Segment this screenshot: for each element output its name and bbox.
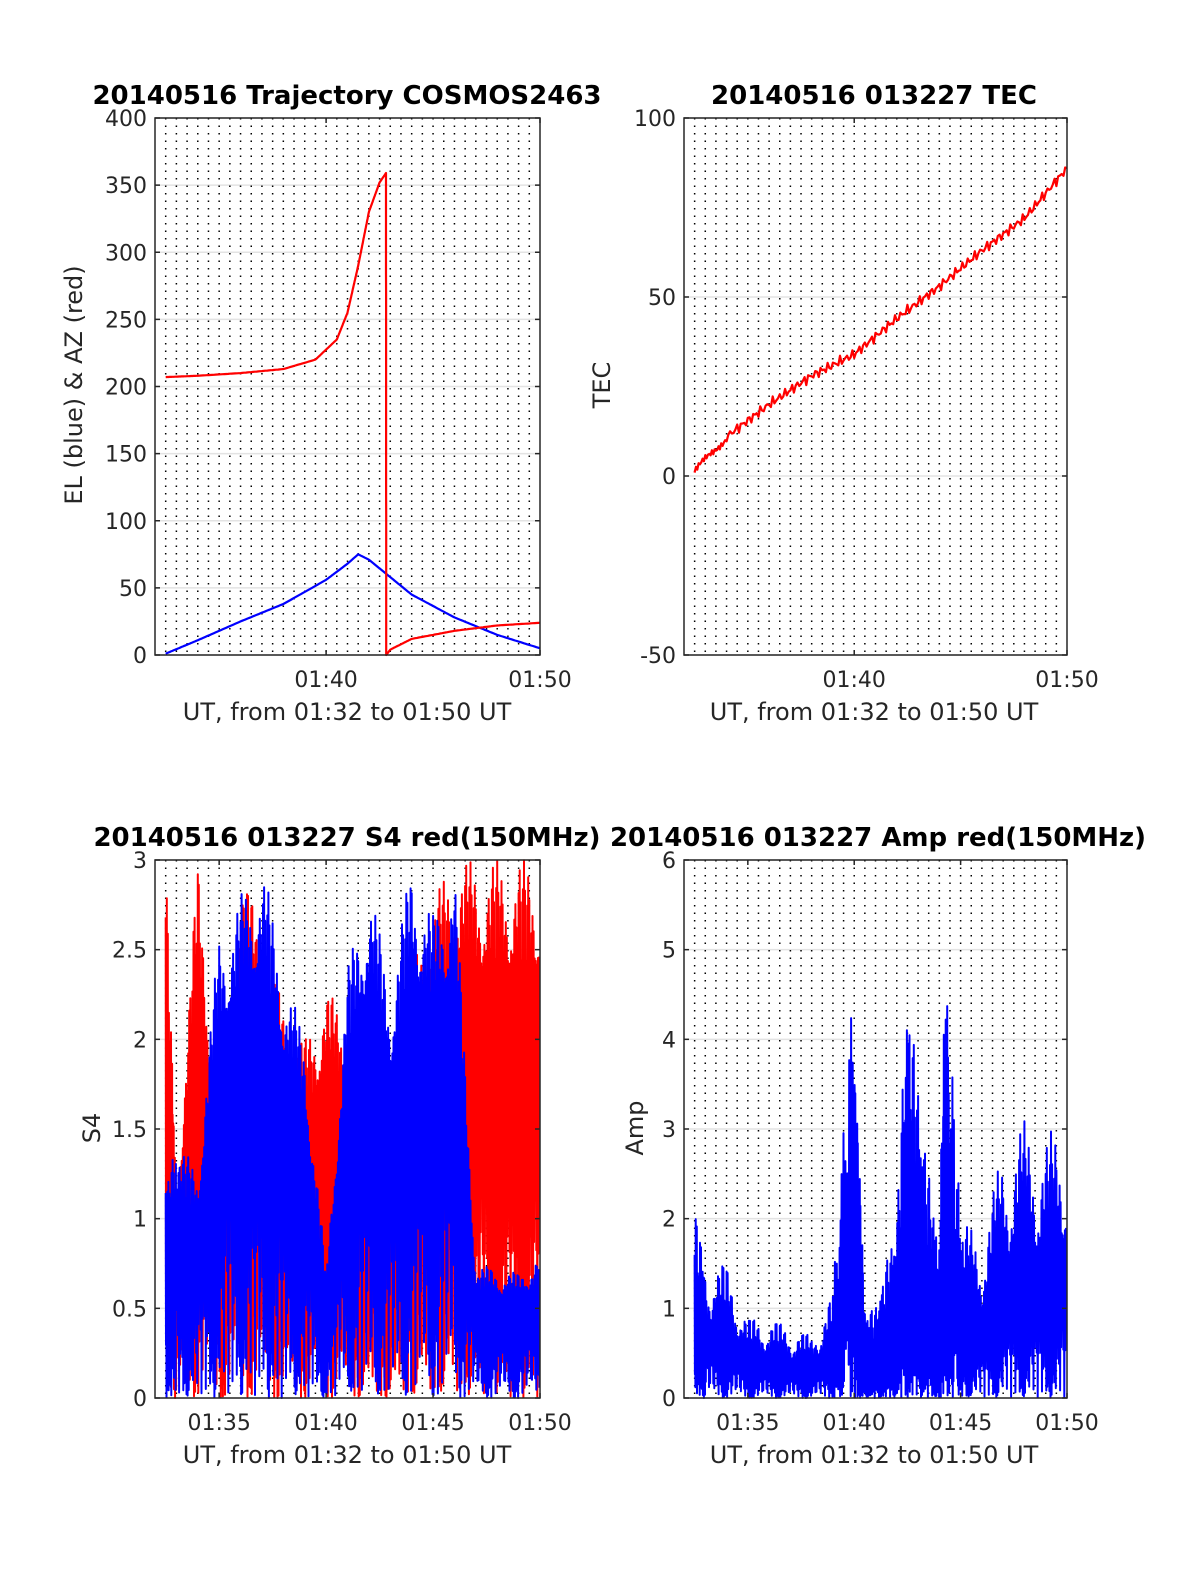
y-tick-label: 2 (133, 1028, 147, 1053)
chart-title: 20140516 013227 Amp red(150MHz) (610, 823, 1146, 853)
x-tick-label: 01:50 (508, 668, 571, 693)
y-tick-label: 6 (662, 849, 676, 874)
x-ticks: 01:40 01:50 (294, 118, 572, 693)
y-tick-label: 150 (105, 443, 147, 468)
y-tick-label: 0 (662, 1387, 676, 1412)
y-axis-label: S4 (78, 1113, 106, 1144)
y-tick-label: 1.5 (112, 1118, 147, 1143)
x-ticks: 01:35 01:40 01:45 01:50 (716, 860, 1099, 1436)
chart-amp: 20140516 013227 Amp red(150MHz) UT, from… (610, 823, 1146, 1469)
grid (155, 117, 540, 656)
series-line (165, 553, 541, 655)
x-tick-label: 01:35 (187, 1411, 250, 1436)
series-group (693, 166, 1068, 473)
y-tick-label: 0 (662, 465, 676, 490)
x-tick-label: 01:45 (929, 1411, 992, 1436)
y-tick-label: 100 (105, 510, 147, 535)
y-tick-label: 250 (105, 308, 147, 333)
grid (684, 117, 1067, 656)
chart-title: 20140516 013227 TEC (711, 81, 1037, 111)
chart-s4: 20140516 013227 S4 red(150MHz) UT, from … (78, 823, 601, 1469)
y-tick-label: 200 (105, 376, 147, 401)
y-tick-label: 1 (133, 1208, 147, 1233)
x-axis-label: UT, from 01:32 to 01:50 UT (710, 698, 1039, 726)
y-ticks: -50 0 50 100 (634, 107, 1067, 669)
y-tick-label: 2.5 (112, 939, 147, 964)
y-tick-label: 1 (662, 1297, 676, 1322)
y-tick-label: 3 (662, 1118, 676, 1143)
x-tick-label: 01:40 (294, 668, 357, 693)
y-axis-label: Amp (621, 1100, 649, 1155)
y-tick-label: -50 (640, 644, 676, 669)
y-tick-label: 0.5 (112, 1297, 147, 1322)
x-tick-label: 01:35 (716, 1411, 779, 1436)
y-tick-label: 300 (105, 241, 147, 266)
y-axis-label: TEC (588, 362, 616, 410)
x-ticks: 01:35 01:40 01:45 01:50 (187, 860, 572, 1436)
series-group (164, 859, 541, 1399)
series-group (693, 1005, 1068, 1399)
x-tick-label: 01:40 (294, 1411, 357, 1436)
series-line (165, 171, 541, 657)
chart-title: 20140516 Trajectory COSMOS2463 (92, 81, 601, 111)
y-tick-label: 50 (119, 577, 147, 602)
y-tick-label: 3 (133, 849, 147, 874)
y-tick-label: 100 (634, 107, 676, 132)
y-ticks: 0 1 2 3 4 5 6 (662, 849, 1067, 1412)
x-tick-label: 01:45 (401, 1411, 464, 1436)
series-line (164, 886, 541, 1399)
x-tick-label: 01:50 (1035, 1411, 1098, 1436)
x-tick-label: 01:40 (823, 668, 886, 693)
y-ticks: 0 0.5 1 1.5 2 2.5 3 (112, 849, 540, 1412)
chart-tec: 20140516 013227 TEC UT, from 01:32 to 01… (588, 81, 1099, 726)
y-ticks: 0 50 100 150 200 250 300 350 400 (105, 107, 540, 669)
plot-frame (683, 117, 1068, 656)
series-line (693, 166, 1068, 473)
y-tick-label: 5 (662, 939, 676, 964)
x-axis-label: UT, from 01:32 to 01:50 UT (183, 698, 512, 726)
series-line (693, 1005, 1068, 1399)
y-tick-label: 0 (133, 644, 147, 669)
x-tick-label: 01:50 (1035, 668, 1098, 693)
y-tick-label: 400 (105, 107, 147, 132)
y-tick-label: 0 (133, 1387, 147, 1412)
x-tick-label: 01:50 (508, 1411, 571, 1436)
x-axis-label: UT, from 01:32 to 01:50 UT (183, 1441, 512, 1469)
y-tick-label: 2 (662, 1208, 676, 1233)
x-tick-label: 01:40 (823, 1411, 886, 1436)
x-ticks: 01:40 01:50 (823, 118, 1099, 693)
chart-trajectory: 20140516 Trajectory COSMOS2463 UT, from … (60, 81, 602, 726)
x-axis-label: UT, from 01:32 to 01:50 UT (710, 1441, 1039, 1469)
y-axis-label: EL (blue) & AZ (red) (60, 265, 88, 504)
y-tick-label: 350 (105, 174, 147, 199)
y-tick-label: 4 (662, 1028, 676, 1053)
chart-title: 20140516 013227 S4 red(150MHz) (93, 823, 600, 853)
series-group (165, 171, 541, 657)
y-tick-label: 50 (648, 286, 676, 311)
